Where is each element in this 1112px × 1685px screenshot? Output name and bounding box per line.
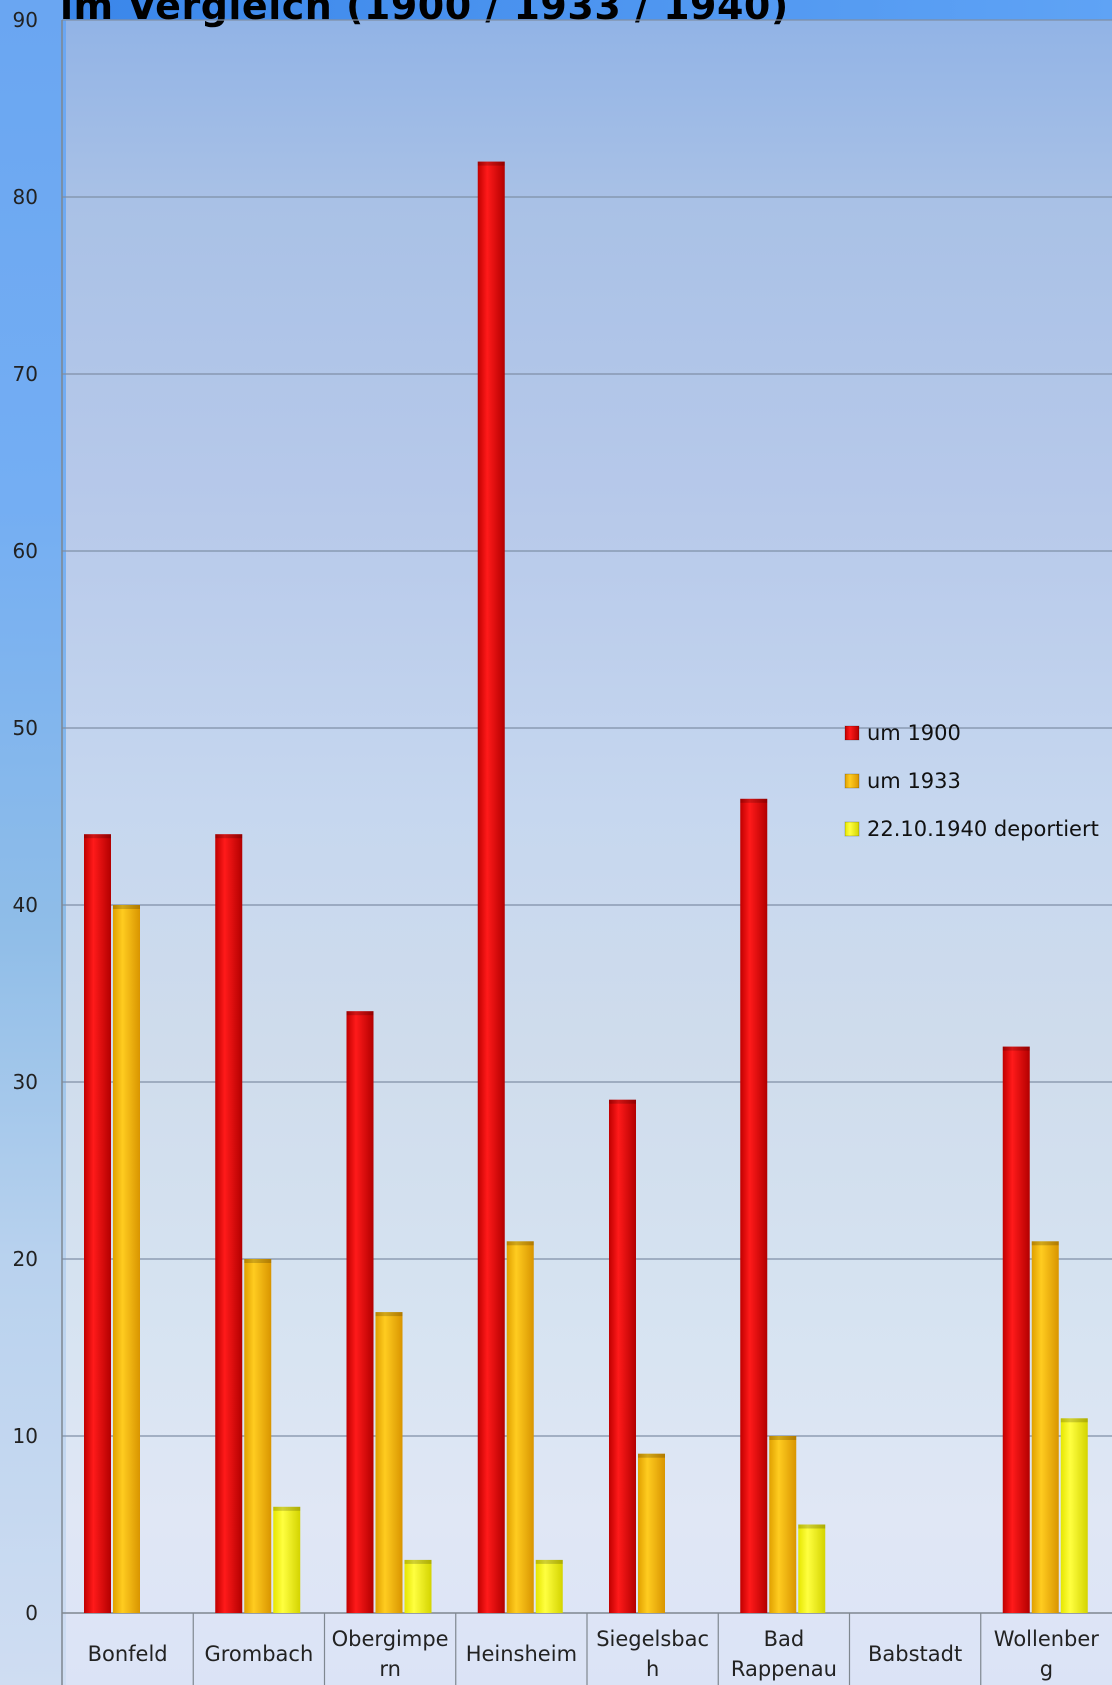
y-tick-label: 50 [13,716,38,740]
left-background-band [0,0,66,1685]
axis-labels: 0 10 20 30 40 50 60 70 80 90 Bonfeld Grombach Obergi… [13,8,1100,1681]
legend-label: um 1933 [867,769,961,793]
legend-swatch [844,773,860,789]
bar [1060,1418,1088,1613]
bar [113,905,140,1613]
bar [769,1436,797,1613]
bar-top-bevel [638,1453,665,1458]
bar [1002,1046,1030,1613]
bar-top-bevel [798,1524,826,1529]
y-tick-label: 30 [13,1070,38,1094]
bar-top-bevel [1060,1418,1088,1423]
legend-label: 22.10.1940 deportiert [867,817,1099,841]
bar-top-bevel [1002,1046,1030,1051]
bar-top-bevel [477,161,505,166]
bar [375,1312,403,1613]
chart-title: im Vergleich (1900 / 1933 / 1940) [60,0,789,28]
bar-top-bevel [740,798,768,803]
category-label: Babstadt [868,1642,962,1666]
category-label: h [646,1657,659,1681]
bar-top-bevel [375,1312,403,1317]
category-label: g [1040,1657,1053,1681]
bar-top-bevel [769,1436,797,1440]
y-tick-label: 0 [25,1601,38,1625]
category-label: Siegelsbac [596,1627,709,1651]
bar [273,1506,301,1613]
category-label: rn [379,1657,401,1681]
bar-top-bevel [346,1011,374,1016]
bar-top-bevel [113,905,140,909]
bar-top-bevel [506,1241,534,1246]
bar [740,798,768,1613]
bar [798,1524,826,1613]
bar-top-bevel [609,1099,636,1104]
bar-top-bevel [1031,1241,1059,1246]
bar-top-bevel [244,1259,272,1263]
y-tick-label: 20 [13,1247,38,1271]
legend-swatch [844,725,860,741]
bar-top-bevel [273,1506,301,1511]
y-tick-label: 40 [13,893,38,917]
y-tick-label: 10 [13,1424,38,1448]
bar [404,1559,432,1613]
y-tick-label: 70 [13,362,38,386]
bar [346,1011,374,1613]
bar [506,1241,534,1613]
bar [244,1259,272,1613]
bar [477,161,505,1614]
category-label: Bonfeld [88,1642,168,1666]
category-label: Rappenau [731,1657,837,1681]
category-label: Heinsheim [466,1642,577,1666]
bars [84,161,1088,1614]
category-label: Grombach [204,1642,313,1666]
legend-label: um 1900 [867,721,961,745]
bar [215,834,243,1613]
bar-top-bevel [84,834,111,839]
bar-top-bevel [535,1559,563,1564]
category-label: Obergimpe [332,1627,449,1651]
y-tick-label: 80 [13,185,38,209]
bar [1031,1241,1059,1613]
bar [84,834,111,1613]
bar-top-bevel [215,834,243,839]
y-tick-label: 60 [13,539,38,563]
y-tick-label: 90 [13,8,38,32]
bar [638,1453,665,1613]
category-label: Bad [764,1627,805,1651]
category-label: Wollenber [994,1627,1100,1651]
legend-swatch [844,821,860,837]
bar [535,1559,563,1613]
title-background-strip [66,0,1112,20]
bar-top-bevel [404,1559,432,1564]
legend: um 1900 um 1933 22.10.1940 deportiert [844,721,1099,841]
bar [609,1099,636,1613]
